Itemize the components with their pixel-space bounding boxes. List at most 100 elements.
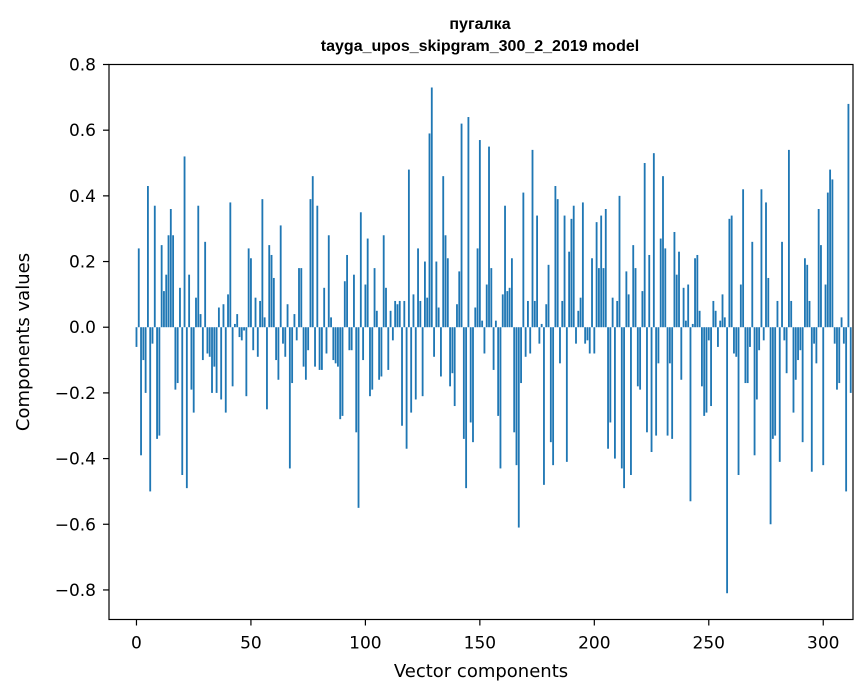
bar [261,199,264,328]
bar [396,304,399,328]
bar [836,327,838,390]
bar [291,327,294,384]
bar [197,205,200,328]
bar [169,209,172,328]
bar [726,327,729,594]
bar [341,327,344,416]
bar [581,202,584,328]
bar [588,327,591,354]
bar [792,327,795,413]
bar [623,327,625,489]
bar [254,297,257,328]
bar [266,327,268,410]
bar [378,327,381,380]
bar [229,202,232,328]
bar [375,310,378,328]
bar [147,186,149,328]
bar [469,327,472,423]
bar [781,241,783,328]
bar [144,327,147,393]
bar [433,327,435,357]
bar [172,235,175,328]
bar [412,294,415,328]
bar [156,327,158,439]
bar [565,327,568,462]
bar [320,327,323,370]
bar [437,307,440,328]
bar [304,327,307,380]
bar [302,327,305,367]
bar [517,327,520,528]
bar [597,268,600,328]
bar [506,291,509,328]
bar [211,327,213,393]
bar [549,327,552,443]
bar [279,225,282,328]
bar [824,284,827,328]
bar [151,327,154,344]
bar [350,327,353,351]
bar [483,327,486,354]
bar [813,327,815,344]
bar [389,310,392,328]
y-tick-label: 0.8 [69,56,96,76]
bar [820,245,822,328]
bar [183,156,186,328]
bar-series [135,87,852,594]
bar [668,327,671,364]
bar [776,300,779,328]
bar [538,327,541,344]
bar [600,215,603,328]
bar [682,287,685,328]
bar [465,327,468,489]
bar [497,327,500,416]
bar [559,327,561,364]
bar [490,268,493,328]
y-tick-label: 0.6 [69,121,96,141]
bar [842,327,845,344]
bar [295,327,298,341]
bar [499,327,502,469]
bar [680,327,683,380]
bar [543,327,545,485]
bar [456,304,458,328]
bar [634,268,637,328]
bar [364,284,367,328]
bar [547,264,550,328]
bar [442,176,445,328]
bar [199,314,202,328]
bar [323,287,326,328]
plot-frame [108,63,854,621]
bar [190,327,193,390]
bar [611,297,614,328]
bar [421,327,424,397]
bar [165,274,168,328]
bar [591,258,593,328]
y-tick-label: 0.4 [69,187,96,207]
bar [563,215,566,328]
bar [369,327,371,397]
bar [767,277,770,328]
bar [366,238,369,328]
bar [140,327,142,456]
bar [353,274,355,328]
bar [195,297,197,328]
bar [561,300,564,328]
bar [346,254,348,328]
bar [206,327,209,354]
bar [316,205,319,328]
bar [405,327,408,449]
bar [380,327,383,377]
bar [646,327,648,433]
bar [684,320,687,328]
bar [263,317,266,328]
y-axis-label: Components values [13,253,34,431]
bar [472,327,474,443]
bar [272,277,275,328]
bar [694,258,696,328]
bar [751,241,754,328]
bar [208,327,211,357]
bar [586,327,589,341]
bar [723,317,726,328]
bar [618,195,621,328]
